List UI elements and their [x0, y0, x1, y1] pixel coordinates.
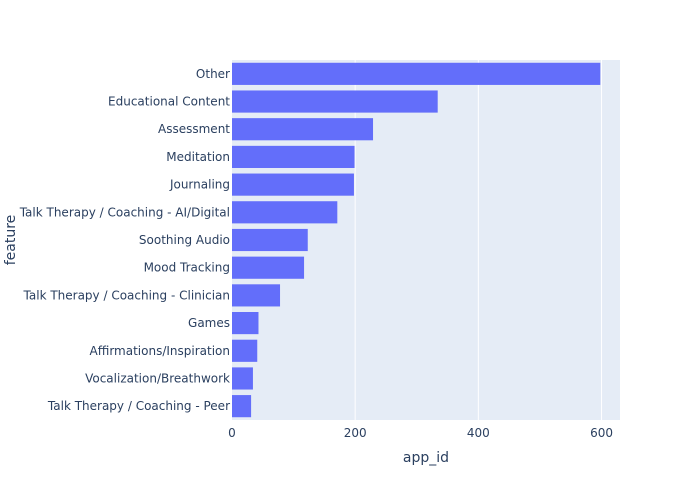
bar[interactable] [232, 367, 253, 390]
y-tick-label: Assessment [158, 122, 230, 136]
bar[interactable] [232, 145, 355, 168]
bar[interactable] [232, 339, 258, 362]
y-tick-label: Affirmations/Inspiration [90, 344, 230, 358]
bar[interactable] [232, 90, 438, 113]
y-tick-label: Mood Tracking [144, 261, 230, 275]
x-axis-title: app_id [403, 450, 449, 466]
y-tick-label: Meditation [166, 150, 230, 164]
bar[interactable] [232, 395, 252, 418]
y-tick-label: Games [188, 316, 230, 330]
y-tick-label: Talk Therapy / Coaching - AI/Digital [19, 205, 230, 219]
x-tick-label: 600 [590, 426, 613, 440]
y-tick-label: Other [196, 67, 230, 81]
bars [232, 62, 601, 418]
bar[interactable] [232, 173, 354, 196]
y-tick-label: Journaling [169, 178, 230, 192]
y-tick-labels: Other Educational Content Assessment Medita… [19, 67, 231, 413]
x-tick-label: 400 [467, 426, 490, 440]
bar[interactable] [232, 201, 338, 224]
bar[interactable] [232, 256, 305, 279]
y-tick-label: Vocalization/Breathwork [85, 371, 230, 385]
bar[interactable] [232, 228, 308, 252]
x-tick-labels: 0 200 400 600 [228, 426, 613, 440]
y-tick-label: Soothing Audio [139, 233, 230, 247]
y-tick-label: Talk Therapy / Coaching - Peer [47, 399, 230, 413]
x-tick-label: 200 [344, 426, 367, 440]
x-tick-label: 0 [228, 426, 236, 440]
y-axis-title: feature [3, 215, 19, 266]
y-tick-label: Educational Content [108, 95, 230, 109]
bar[interactable] [232, 312, 259, 335]
y-tick-label: Talk Therapy / Coaching - Clinician [23, 288, 230, 302]
bar[interactable] [232, 62, 601, 85]
bar[interactable] [232, 118, 374, 141]
bar[interactable] [232, 284, 281, 307]
